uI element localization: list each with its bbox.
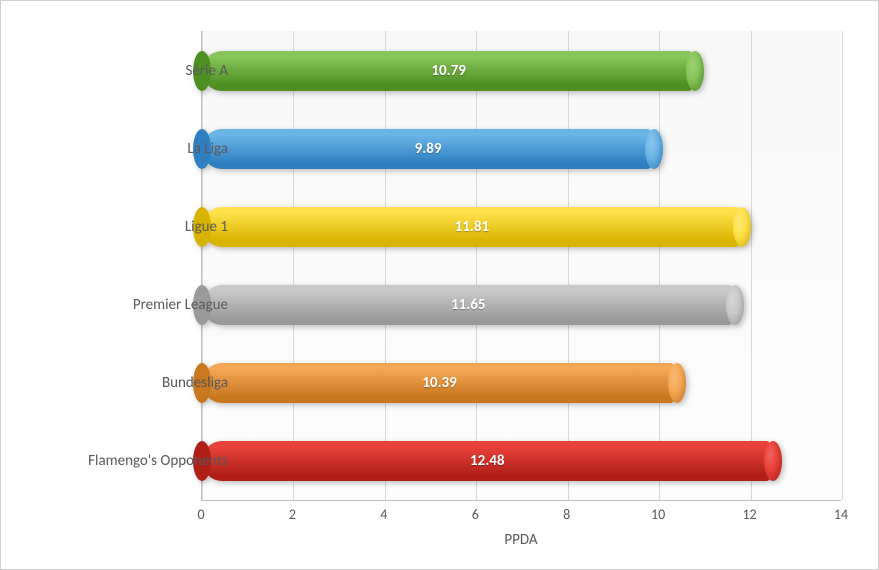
gridline	[385, 31, 386, 500]
category-label: Série A	[38, 51, 228, 91]
x-tick: 14	[834, 506, 848, 523]
gridline	[476, 31, 477, 500]
gridline	[202, 31, 203, 500]
bar-value-label: 11.65	[202, 285, 735, 325]
bar-value-label: 12.48	[202, 441, 773, 481]
bar: 11.81	[202, 207, 742, 247]
plot-area: 12.48 10.39 11.65 11.81 9.89 10.79	[201, 31, 841, 501]
ppda-chart: 12.48 10.39 11.65 11.81 9.89 10.79 PPDA 0 2 4 6 8…	[0, 0, 879, 570]
bar: 11.65	[202, 285, 735, 325]
gridline	[751, 31, 752, 500]
gridline	[659, 31, 660, 500]
x-tick: 12	[742, 506, 756, 523]
bar-value-label: 11.81	[202, 207, 742, 247]
bar-value-label: 9.89	[202, 129, 654, 169]
bar: 9.89	[202, 129, 654, 169]
bar-value-label: 10.79	[202, 51, 695, 91]
bar: 10.79	[202, 51, 695, 91]
x-tick: 2	[289, 506, 296, 523]
x-tick: 8	[563, 506, 570, 523]
category-label: Premier League	[38, 285, 228, 325]
x-axis-title: PPDA	[201, 531, 841, 549]
category-label: Ligue 1	[38, 207, 228, 247]
x-tick: 0	[197, 506, 204, 523]
bar-value-label: 10.39	[202, 363, 677, 403]
gridline	[842, 31, 843, 500]
category-label: Flamengo's Opponents	[38, 441, 228, 481]
category-label: La Liga	[38, 129, 228, 169]
x-tick: 4	[380, 506, 387, 523]
x-tick: 10	[651, 506, 665, 523]
category-label: Bundesliga	[38, 363, 228, 403]
gridline	[568, 31, 569, 500]
bar: 10.39	[202, 363, 677, 403]
gridline	[293, 31, 294, 500]
x-tick: 6	[472, 506, 479, 523]
bar: 12.48	[202, 441, 773, 481]
